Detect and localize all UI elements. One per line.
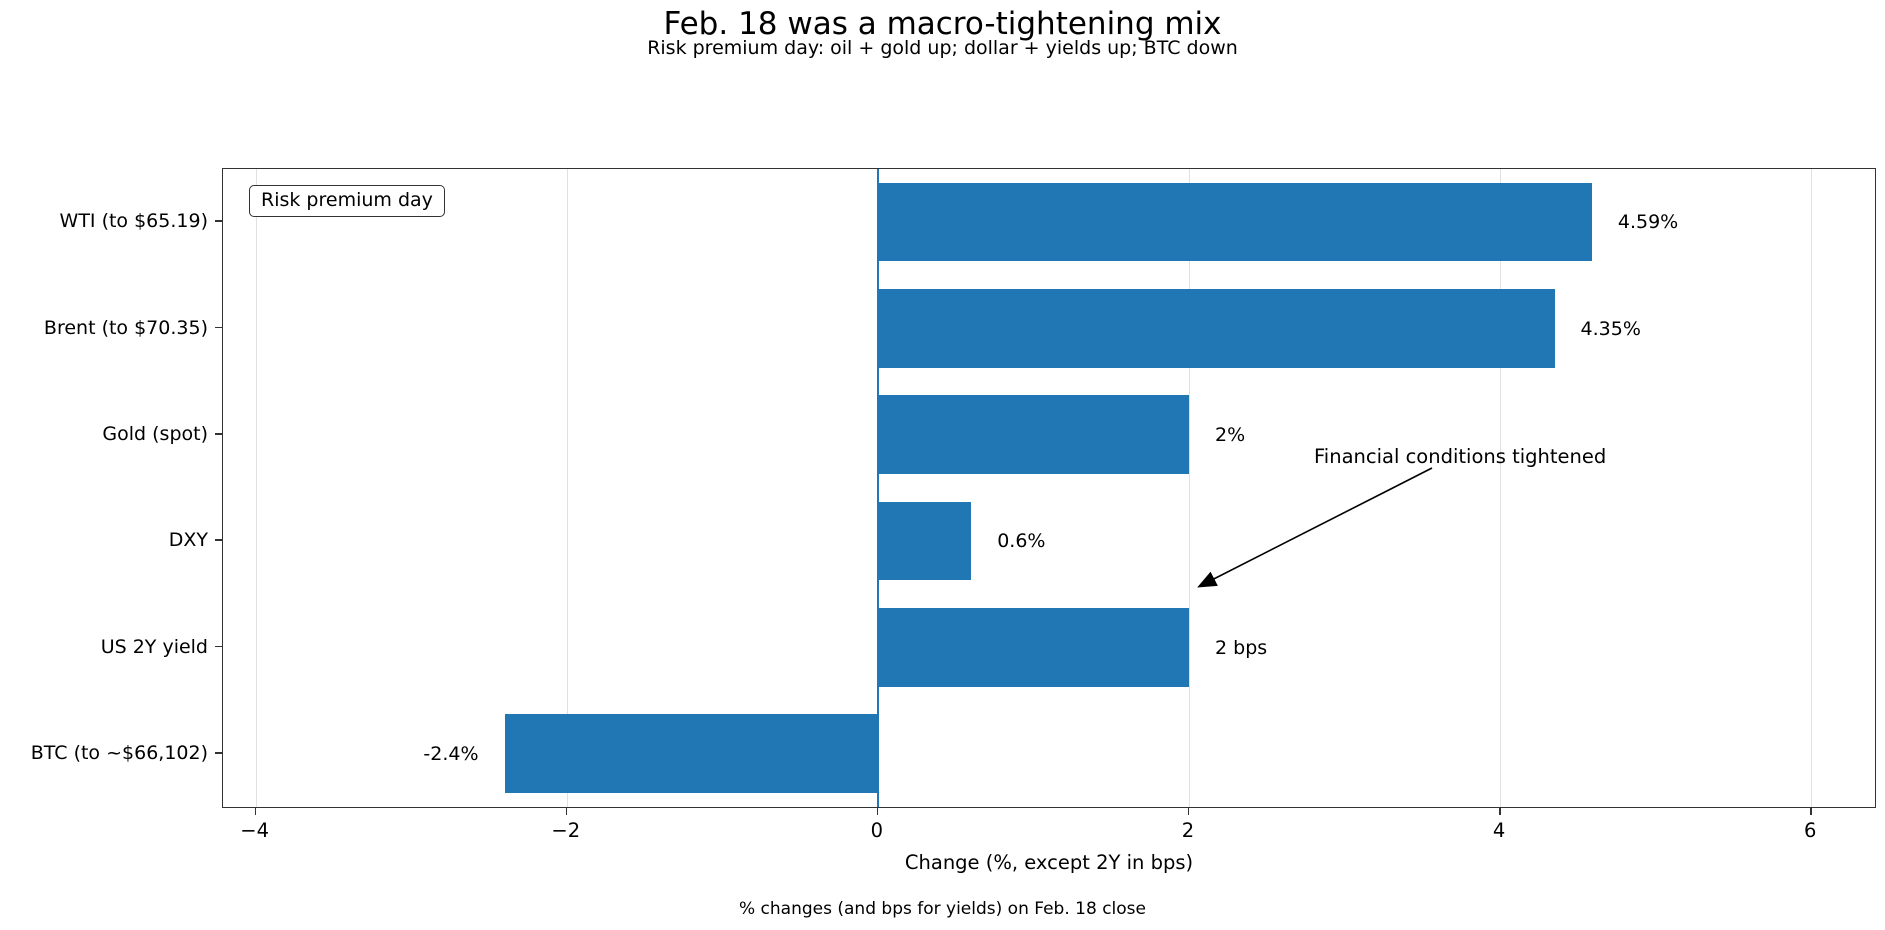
bar-value-label: 4.59% <box>1617 211 1679 234</box>
bar <box>877 608 1189 687</box>
x-tick-label: 4 <box>1492 819 1506 842</box>
bar <box>877 182 1592 262</box>
bar <box>504 714 878 794</box>
x-tick-mark <box>254 807 257 815</box>
category-label: WTI (to $65.19) <box>59 210 208 233</box>
bar-value-label: 2 bps <box>1215 636 1268 659</box>
x-tick-mark <box>1188 807 1190 815</box>
x-tick-mark <box>1499 807 1501 815</box>
legend-label: Risk premium day <box>261 189 433 211</box>
annotation-text: Financial conditions tightened <box>1314 445 1607 468</box>
category-label: BTC (to ~$66,102) <box>30 741 208 764</box>
chart-title: Feb. 18 was a macro-tightening mix <box>663 6 1222 42</box>
x-tick-label: −4 <box>240 819 270 842</box>
chart-subtitle: Risk premium day: oil + gold up; dollar … <box>647 37 1238 59</box>
category-label: US 2Y yield <box>100 635 208 658</box>
bar-value-label: 0.6% <box>997 530 1046 553</box>
bar <box>877 289 1555 368</box>
x-tick-mark <box>1810 807 1812 815</box>
bar-value-label: 4.35% <box>1580 317 1641 340</box>
legend-box: Risk premium day <box>249 185 445 217</box>
y-tick-mark <box>215 220 222 222</box>
x-tick-label: 0 <box>870 819 884 842</box>
category-label: DXY <box>168 529 208 552</box>
x-tick-mark <box>876 807 879 815</box>
y-tick-mark <box>215 645 222 648</box>
gridline <box>1189 169 1190 807</box>
gridline <box>566 169 568 807</box>
x-tick-label: −2 <box>551 819 581 842</box>
plot-area: Risk premium day 4.59% 4.35% 2% 0.6% 2 bps -2… <box>222 168 1876 808</box>
category-label: Gold (spot) <box>102 422 208 445</box>
y-tick-mark <box>215 539 222 541</box>
x-tick-mark <box>565 807 568 815</box>
y-tick-mark <box>215 433 222 435</box>
caption: % changes (and bps for yields) on Feb. 1… <box>739 899 1146 919</box>
zero-line <box>876 169 879 807</box>
gridline <box>1500 169 1502 807</box>
bar <box>877 501 972 581</box>
gridline <box>1811 169 1813 807</box>
y-tick-mark <box>215 326 222 329</box>
x-tick-label: 6 <box>1804 819 1817 842</box>
x-axis-label: Change (%, except 2Y in bps) <box>904 851 1194 874</box>
bar-value-label: 2% <box>1215 423 1246 446</box>
y-tick-mark <box>215 752 222 754</box>
category-label: Brent (to $70.35) <box>43 316 208 339</box>
gridline <box>255 169 257 807</box>
bar <box>877 395 1189 475</box>
x-tick-label: 2 <box>1181 819 1195 842</box>
bar-value-label: -2.4% <box>423 742 479 765</box>
